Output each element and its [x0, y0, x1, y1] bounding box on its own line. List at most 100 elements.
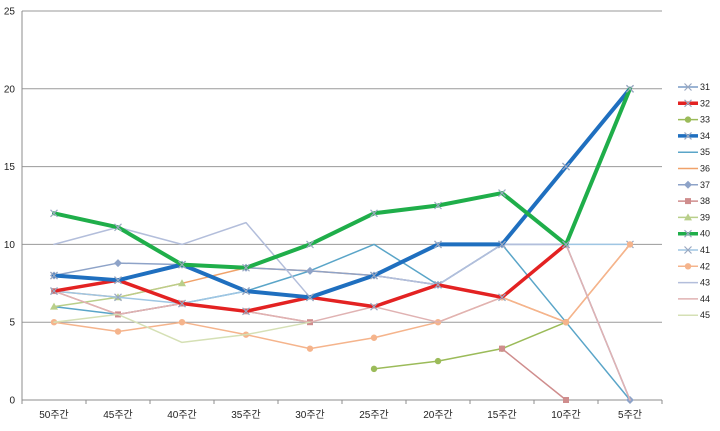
y-tick-label: 20: [4, 84, 16, 95]
data-point-40: [562, 240, 570, 249]
legend-item-31: 31: [678, 82, 710, 92]
series-33: [370, 319, 570, 373]
legend-item-39: 39: [678, 212, 710, 222]
legend-label: 38: [700, 196, 710, 206]
data-point-40: [50, 209, 58, 218]
legend-item-35: 35: [678, 147, 710, 157]
legend-item-34: 34: [678, 131, 710, 141]
data-point-40: [306, 240, 314, 249]
series-line-34: [52, 86, 632, 300]
y-tick-label: 5: [9, 318, 15, 329]
series-39: [50, 279, 186, 310]
data-point-34: [306, 293, 314, 302]
data-point-32: [498, 293, 506, 302]
data-point-42: [178, 319, 186, 326]
data-point-40: [370, 209, 378, 218]
x-tick-label: 20주간: [423, 409, 453, 421]
data-point-40: [178, 260, 186, 269]
series-45: [53, 313, 311, 344]
data-point-40: [434, 201, 442, 210]
legend-label: 43: [700, 278, 710, 288]
data-point-42: [562, 319, 570, 326]
series-line-42: [53, 243, 631, 350]
legend-label: 39: [700, 212, 710, 222]
legend-item-40: 40: [678, 229, 710, 239]
series-34: [50, 84, 634, 302]
legend-label: 36: [700, 164, 710, 174]
data-point-39: [50, 302, 58, 310]
data-point-32: [178, 299, 186, 308]
data-point-34: [562, 162, 570, 171]
legend-marker: [684, 83, 692, 91]
legend-marker: [684, 180, 692, 189]
data-point-42: [306, 345, 314, 352]
legend-marker: [684, 116, 692, 123]
data-point-40: [626, 84, 634, 93]
data-point-38: [563, 397, 569, 403]
data-point-42: [370, 334, 378, 341]
x-tick-label: 30주간: [295, 409, 325, 421]
data-point-39: [178, 279, 186, 287]
data-point-33: [434, 357, 442, 365]
legend-label: 40: [700, 229, 710, 239]
legend-marker: [684, 246, 692, 254]
legend-item-33: 33: [678, 115, 710, 125]
legend-label: 33: [700, 115, 710, 125]
data-point-40: [114, 223, 122, 232]
data-point-37: [114, 259, 122, 268]
legend-label: 32: [700, 98, 710, 108]
legend-item-41: 41: [678, 245, 710, 255]
legend-marker: [684, 263, 692, 270]
x-tick-label: 45주간: [103, 409, 133, 421]
data-point-41: [114, 293, 122, 302]
legend-marker: [684, 229, 692, 238]
legend-item-32: 32: [678, 98, 710, 108]
data-point-32: [370, 302, 378, 311]
legend-marker: [685, 198, 691, 205]
data-point-33: [370, 365, 378, 373]
y-tick-label: 0: [9, 396, 15, 407]
legend-marker: [684, 131, 692, 140]
legend-label: 45: [700, 310, 710, 320]
legend-label: 41: [700, 245, 710, 255]
data-point-32: [242, 307, 250, 316]
data-point-37: [306, 266, 314, 275]
y-tick-label: 15: [4, 162, 16, 173]
legend-label: 35: [700, 147, 710, 157]
series-line-40: [52, 86, 632, 270]
legend-item-43: 43: [678, 278, 710, 288]
data-point-34: [242, 287, 250, 296]
data-point-34: [50, 271, 58, 280]
data-point-32: [50, 287, 58, 296]
x-tick-label: 40주간: [167, 409, 197, 421]
data-point-42: [114, 328, 122, 335]
data-point-32: [434, 280, 442, 289]
legend-item-44: 44: [678, 294, 710, 304]
legend-label: 44: [700, 294, 710, 304]
data-point-40: [242, 263, 250, 272]
legend-item-38: 38: [678, 196, 710, 206]
x-tick-label: 15주간: [487, 409, 517, 421]
legend-label: 31: [700, 82, 710, 92]
legend-marker: [684, 99, 692, 108]
data-point-34: [114, 276, 122, 285]
series-line-38: [501, 347, 567, 401]
legend-label: 37: [700, 180, 710, 190]
legend-item-36: 36: [678, 164, 710, 174]
y-tick-label: 25: [4, 7, 16, 18]
x-tick-label: 50주간: [39, 409, 69, 421]
x-tick-label: 10주간: [551, 409, 581, 421]
legend-label: 34: [700, 131, 710, 141]
legend-item-37: 37: [678, 180, 710, 190]
legend-marker: [684, 213, 692, 221]
legend-item-45: 45: [678, 310, 710, 320]
legend-label: 42: [700, 261, 710, 271]
series-line-45: [53, 313, 311, 344]
data-point-40: [498, 189, 506, 197]
x-tick-label: 5주간: [618, 409, 642, 421]
data-point-38: [499, 345, 505, 352]
data-point-34: [498, 240, 506, 249]
series-40: [50, 84, 634, 272]
